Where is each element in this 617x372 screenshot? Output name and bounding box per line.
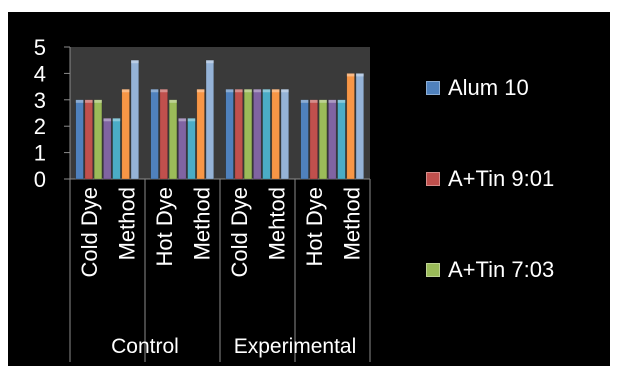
bar-alum-10-cluster-4 — [300, 99, 309, 180]
legend-swatch — [426, 172, 440, 186]
y-tick-label: 3 — [34, 88, 46, 113]
bar-series-6-cluster-4 — [346, 73, 355, 180]
x-tick-label: Method — [114, 187, 139, 260]
bar-highlight — [159, 89, 168, 93]
x-tick-label: Cold Dye — [77, 187, 102, 277]
bar-highlight — [253, 89, 262, 93]
bar-series-4-cluster-2 — [178, 118, 187, 180]
bar-highlight — [356, 73, 364, 77]
group-label: Experimental — [234, 335, 357, 358]
x-tick-label: Hot Dye — [302, 187, 327, 266]
bar-highlight — [121, 89, 130, 93]
bar-highlight — [300, 99, 309, 103]
bar-a-tin-7-03-cluster-4 — [318, 99, 328, 180]
bar-highlight — [169, 99, 177, 103]
bar-highlight — [196, 89, 205, 93]
chart-frame: 0 1 2 3 4 5 Cold Dye Method Hot Dye Method Cold Dy… — [8, 12, 610, 366]
bar-series-5-cluster-2 — [187, 118, 196, 180]
x-tick-label: Hot Dye — [152, 187, 177, 266]
bar-highlight — [225, 89, 234, 93]
bar-highlight — [319, 99, 327, 103]
legend-item: A+Tin 9:01 — [426, 166, 555, 191]
bar-highlight — [328, 99, 337, 103]
bar-a-tin-9-01-cluster-1 — [84, 99, 93, 180]
bar-highlight — [281, 89, 289, 93]
bar-series-4-cluster-4 — [328, 99, 337, 180]
group-label: Control — [111, 335, 179, 358]
legend-item: A+Tin 7:03 — [426, 257, 555, 282]
bar-a-tin-9-01-cluster-4 — [309, 99, 318, 180]
bar-alum-10-cluster-2 — [150, 88, 159, 180]
bar-series-5-cluster-1 — [112, 118, 121, 180]
legend-swatch — [426, 81, 440, 95]
bar-a-tin-7-03-cluster-3 — [243, 88, 253, 180]
bar-highlight — [244, 89, 252, 93]
bar-series-7-cluster-3 — [280, 88, 289, 180]
bar-highlight — [131, 60, 139, 64]
bar-highlight — [150, 89, 159, 93]
bar-highlight — [271, 89, 280, 93]
bar-highlight — [187, 118, 196, 122]
bar-alum-10-cluster-3 — [225, 88, 234, 180]
bar-highlight — [346, 73, 355, 77]
bar-series-6-cluster-3 — [271, 88, 280, 180]
bar-series-7-cluster-2 — [205, 59, 215, 180]
x-tick-label: Mehtod — [264, 187, 289, 260]
bar-highlight — [337, 99, 346, 103]
bar-a-tin-7-03-cluster-2 — [168, 99, 178, 180]
bar-series-4-cluster-3 — [253, 88, 262, 180]
legend-swatch — [426, 263, 440, 277]
bar-highlight — [84, 99, 93, 103]
bar-alum-10-cluster-1 — [75, 99, 84, 180]
y-tick-label: 4 — [34, 61, 46, 86]
y-tick-label: 5 — [34, 35, 46, 60]
x-tick-label: Method — [339, 187, 364, 260]
legend-item: Alum 10 — [426, 75, 529, 100]
bar-series-6-cluster-1 — [121, 88, 130, 180]
bar-highlight — [206, 60, 214, 64]
x-tick-label: Cold Dye — [227, 187, 252, 277]
bar-highlight — [178, 118, 187, 122]
legend-label: A+Tin 7:03 — [448, 257, 555, 282]
bar-series-5-cluster-3 — [262, 88, 271, 180]
bar-a-tin-7-03-cluster-1 — [93, 99, 103, 180]
bar-series-5-cluster-4 — [337, 99, 346, 180]
legend-label: A+Tin 9:01 — [448, 166, 555, 191]
bar-highlight — [112, 118, 121, 122]
bar-highlight — [234, 89, 243, 93]
bar-highlight — [262, 89, 271, 93]
bar-series-4-cluster-1 — [103, 118, 112, 180]
x-tick-label: Method — [189, 187, 214, 260]
bar-highlight — [75, 99, 84, 103]
bar-highlight — [103, 118, 112, 122]
bar-highlight — [94, 99, 102, 103]
y-tick-label: 1 — [34, 141, 46, 166]
legend-label: Alum 10 — [448, 75, 529, 100]
bar-a-tin-9-01-cluster-2 — [159, 88, 168, 180]
y-tick-label: 2 — [34, 114, 46, 139]
bar-series-7-cluster-4 — [355, 73, 364, 180]
bar-a-tin-9-01-cluster-3 — [234, 88, 243, 180]
y-tick-label: 0 — [34, 167, 46, 192]
bar-highlight — [309, 99, 318, 103]
bar-series-6-cluster-2 — [196, 88, 205, 180]
bar-series-7-cluster-1 — [130, 59, 139, 180]
